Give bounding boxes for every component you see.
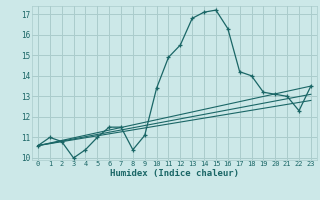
X-axis label: Humidex (Indice chaleur): Humidex (Indice chaleur)	[110, 169, 239, 178]
